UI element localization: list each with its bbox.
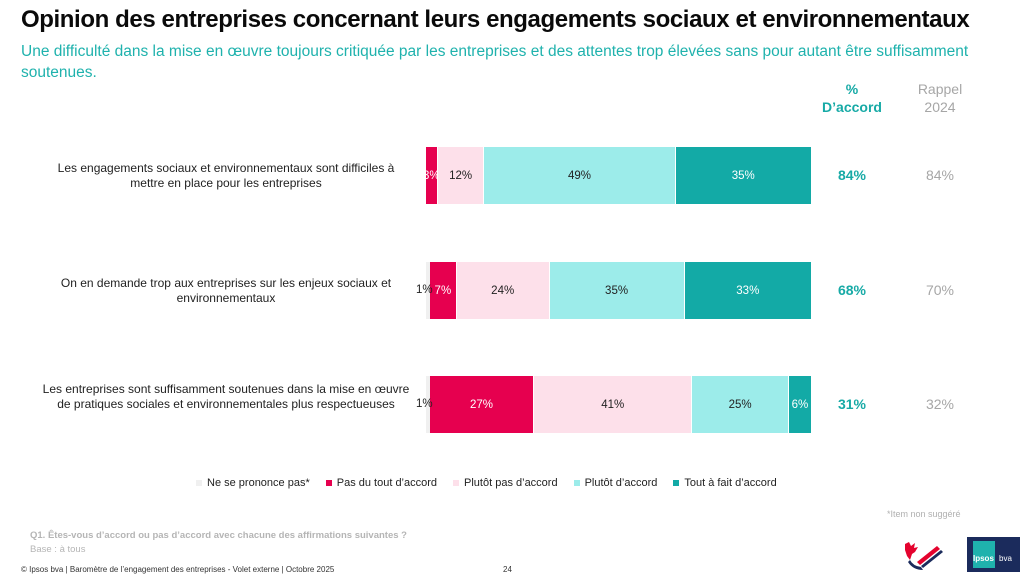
rooster-logo-icon <box>905 542 943 570</box>
legend-swatch-icon <box>453 480 460 486</box>
segment-label: 35% <box>731 169 755 182</box>
bar-segment-ne-se-prononce-pas <box>426 262 430 319</box>
previous-column-header: Rappel 2024 <box>905 80 975 116</box>
segment-label: 3% <box>423 169 440 182</box>
agree-header-line2: D’accord <box>822 99 882 115</box>
bar-segment-pas-du-tout: 7% <box>429 262 457 319</box>
legend-item: Tout à fait d’accord <box>673 477 777 489</box>
previous-header-line1: Rappel <box>917 81 963 97</box>
agree-total-value: 84% <box>837 166 867 183</box>
ipsos-logo-text: Ipsos <box>973 554 994 563</box>
row-label: Les entreprises sont suffisamment souten… <box>42 382 410 411</box>
legend-item: Plutôt d’accord <box>573 477 658 489</box>
row-label: On en demande trop aux entreprises sur l… <box>60 275 392 305</box>
segment-label: 33% <box>736 284 760 297</box>
segment-label: 12% <box>449 169 473 182</box>
agree-total-value: 68% <box>837 281 867 298</box>
segment-label: 24% <box>491 284 515 297</box>
les-entreprises-sengagent-logo <box>899 540 953 572</box>
rappel-2024-value: 70% <box>925 281 955 298</box>
row-label: Les engagements sociaux et environnement… <box>57 160 395 190</box>
legend-label: Plutôt d’accord <box>584 477 658 489</box>
bar-segment-plutot-pas: 24% <box>456 262 550 319</box>
segment-label: 49% <box>567 169 592 182</box>
agree-column-header: % D’accord <box>818 80 886 116</box>
survey-base: Base : à tous <box>30 544 86 555</box>
legend-item: Pas du tout d’accord <box>325 477 438 489</box>
agree-header-line1: % <box>845 81 859 97</box>
footnote: *Item non suggéré <box>887 509 961 519</box>
ipsos-tile-icon <box>973 541 995 568</box>
segment-label: 35% <box>605 284 629 297</box>
chart-legend: Ne se prononce pas* Pas du tout d’accord P… <box>196 477 777 489</box>
page-subtitle: Une difficulté dans la mise en œuvre tou… <box>21 43 969 81</box>
bar-segment-tout-a-fait: 6% <box>788 376 812 433</box>
bar-segment-plutot: 35% <box>549 262 685 319</box>
segment-label: 41% <box>601 398 625 411</box>
bva-logo-text: bva <box>999 554 1012 563</box>
legend-item: Ne se prononce pas* <box>196 477 310 489</box>
page-number: 24 <box>503 565 512 574</box>
legend-label: Ne se prononce pas* <box>207 477 310 489</box>
bar-segment-pas-du-tout: 27% <box>429 376 535 433</box>
rappel-2024-value: 84% <box>925 166 955 183</box>
bar-segment-plutot: 49% <box>484 147 676 204</box>
stacked-bar: 3% 12% 49% 35% <box>423 147 812 204</box>
segment-label: 1% <box>416 397 433 410</box>
segment-label: 27% <box>469 398 493 411</box>
legend-item: Plutôt pas d’accord <box>453 477 558 489</box>
bar-segment-plutot: 25% <box>692 376 789 433</box>
legend-swatch-icon <box>196 480 202 486</box>
segment-label: 6% <box>791 398 809 411</box>
bar-segment-plutot-pas: 12% <box>437 147 485 204</box>
rappel-2024-value: 32% <box>925 395 955 412</box>
ipsos-bva-logo: Ipsos bva <box>967 537 1020 572</box>
legend-swatch-icon <box>673 480 680 486</box>
legend-label: Pas du tout d’accord <box>336 477 438 489</box>
legend-swatch-icon <box>325 480 332 486</box>
stacked-bar: 27% 41% 25% 6% <box>426 376 812 433</box>
bar-segment-ne-se-prononce-pas <box>426 376 430 433</box>
legend-label: Plutôt pas d’accord <box>464 477 558 489</box>
agree-total-value: 31% <box>837 395 867 412</box>
segment-label: 7% <box>434 284 452 297</box>
page-title: Opinion des entreprises concernant leurs… <box>21 6 970 33</box>
bar-segment-plutot-pas: 41% <box>534 376 693 433</box>
segment-label: 25% <box>728 398 752 411</box>
legend-swatch-icon <box>573 480 580 486</box>
bar-segment-tout-a-fait: 33% <box>684 262 812 319</box>
bar-segment-pas-du-tout: 3% <box>423 147 440 204</box>
stacked-bar: 7% 24% 35% 33% <box>426 262 812 319</box>
survey-question: Q1. Êtes-vous d’accord ou pas d’accord a… <box>30 530 407 541</box>
previous-header-line2: 2024 <box>924 99 956 115</box>
segment-label: 1% <box>416 283 433 296</box>
legend-label: Tout à fait d’accord <box>684 477 777 489</box>
copyright-footer: © Ipsos bva | Baromètre de l’engagement … <box>21 565 335 574</box>
bar-segment-tout-a-fait: 35% <box>675 147 812 204</box>
